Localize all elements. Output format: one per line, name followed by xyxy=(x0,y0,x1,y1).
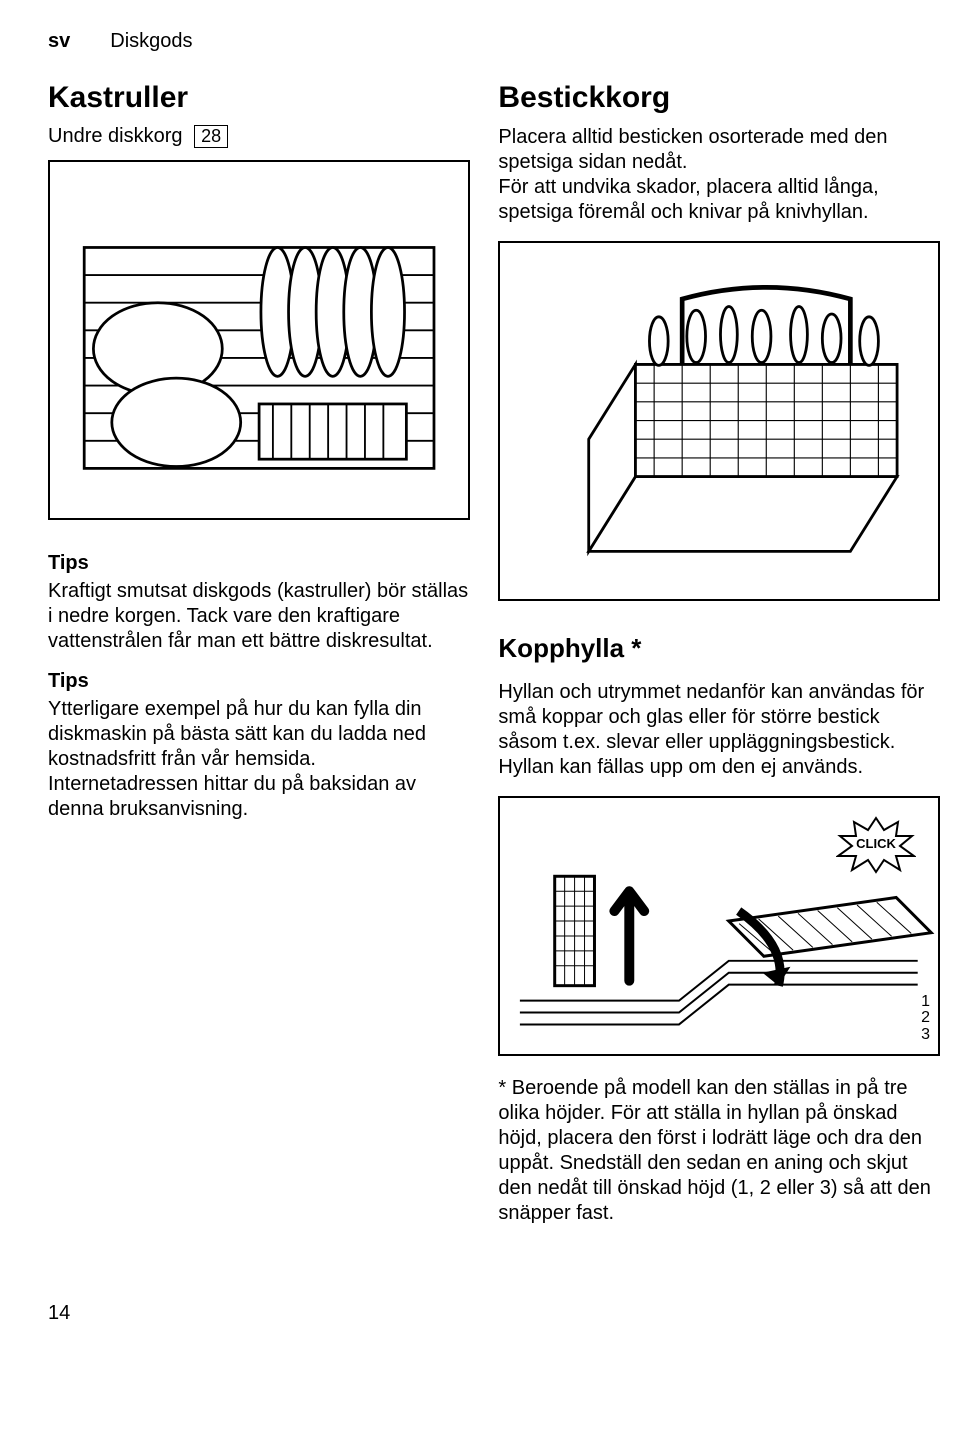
two-column-layout: Kastruller Undre diskkorg 28 xyxy=(48,81,940,1242)
height-levels: 1 2 3 xyxy=(921,994,930,1044)
kopphylla-illustration: CLICK 1 2 3 xyxy=(498,796,940,1056)
bestickkorg-intro: Placera alltid besticken osorterade med … xyxy=(498,125,940,225)
lower-rack-illustration xyxy=(48,160,470,520)
undre-diskkorg-line: Undre diskkorg 28 xyxy=(48,125,470,148)
reference-box-28: 28 xyxy=(194,125,228,148)
page-number: 14 xyxy=(48,1302,940,1325)
level-2: 2 xyxy=(921,1010,930,1027)
tips-label-2: Tips xyxy=(48,670,470,693)
bestickkorg-heading: Bestickkorg xyxy=(498,81,940,115)
kopphylla-footnote: * Beroende på modell kan den ställas in … xyxy=(498,1076,940,1226)
tips-body-1: Kraftigt smutsat diskgods (kastruller) b… xyxy=(48,579,470,654)
dishrack-icon xyxy=(75,190,443,489)
right-column: Bestickkorg Placera alltid besticken oso… xyxy=(498,81,940,1242)
undre-diskkorg-text: Undre diskkorg xyxy=(48,125,183,147)
kopphylla-body: Hyllan och utrymmet nedanför kan använda… xyxy=(498,680,940,780)
click-starburst: CLICK xyxy=(836,816,916,879)
level-3: 3 xyxy=(921,1027,930,1044)
section-name: Diskgods xyxy=(110,30,192,53)
cutlery-basket-illustration xyxy=(498,241,940,601)
level-1: 1 xyxy=(921,994,930,1011)
kastruller-heading: Kastruller xyxy=(48,81,470,115)
page-header: sv Diskgods xyxy=(48,30,940,53)
lang-code: sv xyxy=(48,30,70,53)
tips-label-1: Tips xyxy=(48,552,470,575)
kopphylla-heading: Kopphylla * xyxy=(498,633,940,664)
click-label: CLICK xyxy=(836,836,916,851)
cutlery-basket-icon xyxy=(527,271,912,570)
tips-body-2: Ytterligare exempel på hur du kan fylla … xyxy=(48,697,470,822)
left-column: Kastruller Undre diskkorg 28 xyxy=(48,81,470,1242)
